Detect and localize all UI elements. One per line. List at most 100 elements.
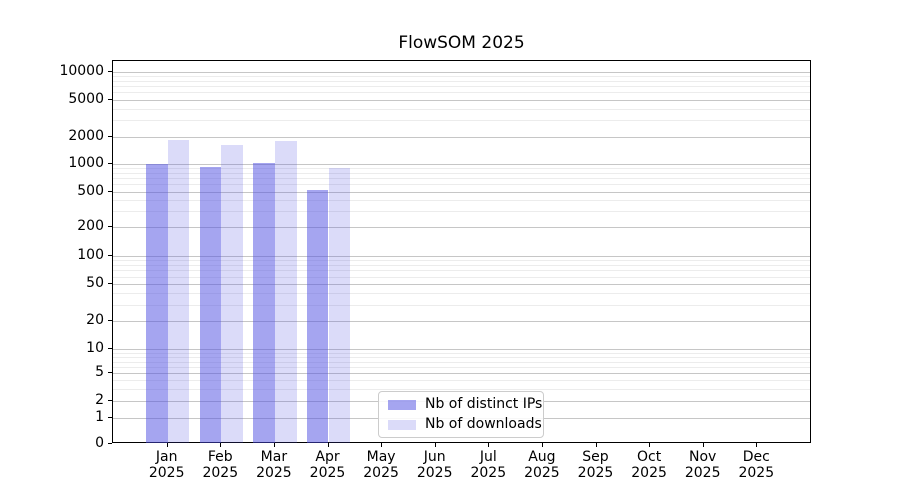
gridline-minor	[113, 380, 810, 381]
y-tick-mark	[108, 135, 112, 137]
gridline-minor	[113, 108, 810, 110]
y-tick-label: 0	[95, 435, 104, 452]
y-tick-label: 2000	[68, 127, 104, 144]
gridline-minor	[113, 178, 810, 180]
y-tick-label: 500	[77, 182, 104, 199]
legend-swatch-distinct-ips	[388, 399, 416, 410]
gridline-major	[113, 349, 810, 350]
y-tick-mark	[108, 283, 112, 284]
gridline-minor	[113, 304, 810, 306]
gridline-minor	[113, 200, 810, 202]
y-tick-mark	[108, 400, 112, 401]
gridline-minor	[113, 270, 810, 272]
gridline-minor	[113, 276, 810, 278]
legend-entry-downloads: Nb of downloads	[388, 417, 542, 432]
bar-downloads-mar	[274, 141, 297, 443]
x-tick-mark	[381, 443, 383, 447]
x-tick-mark	[541, 443, 543, 447]
bar-distinct-ips-mar	[253, 162, 275, 443]
gridline-major	[113, 191, 810, 193]
x-tick-label: Jul 2025	[470, 449, 507, 481]
legend-swatch-downloads	[388, 419, 416, 430]
x-tick-mark	[756, 443, 758, 447]
y-tick-mark	[108, 190, 112, 192]
y-tick-label: 100	[77, 247, 104, 263]
y-tick-mark	[108, 255, 112, 256]
x-tick-mark	[220, 443, 222, 447]
bar-distinct-ips-feb	[199, 166, 222, 443]
gridline-minor	[113, 265, 810, 266]
gridline-minor	[113, 168, 810, 170]
y-tick-label: 20	[86, 312, 104, 328]
gridline-minor	[113, 184, 810, 186]
x-tick-label: Nov 2025	[684, 449, 721, 481]
y-tick-mark	[108, 70, 112, 72]
x-tick-label: Sep 2025	[577, 449, 614, 481]
y-tick-mark	[108, 320, 112, 321]
x-tick-mark	[166, 443, 168, 447]
y-tick-label: 50	[86, 275, 104, 291]
x-tick-label: Aug 2025	[524, 449, 560, 481]
x-tick-label: Mar 2025	[256, 449, 292, 481]
y-tick-mark	[108, 226, 112, 227]
x-tick-mark	[327, 443, 329, 447]
gridline-major	[113, 136, 810, 138]
y-tick-label: 200	[77, 218, 104, 234]
y-tick-mark	[108, 98, 112, 100]
gridline-minor	[113, 75, 810, 77]
bar-distinct-ips-apr	[306, 190, 329, 443]
x-tick-mark	[702, 443, 704, 447]
gridline-minor	[113, 92, 810, 94]
gridline-minor	[113, 352, 810, 354]
gridline-major	[113, 164, 810, 165]
bar-distinct-ips-jan	[145, 163, 168, 443]
gridline-minor	[113, 293, 810, 294]
y-tick-label: 10	[86, 340, 104, 356]
y-tick-label: 1	[95, 408, 104, 425]
gridline-minor	[113, 260, 810, 262]
x-tick-label: Dec 2025	[738, 449, 775, 481]
legend: Nb of distinct IPs Nb of downloads	[378, 391, 544, 438]
x-tick-mark	[595, 443, 597, 447]
gridline-major	[113, 373, 810, 375]
gridline-minor	[113, 211, 810, 213]
y-tick-label: 5000	[68, 90, 104, 107]
gridline-major	[113, 256, 810, 257]
y-tick-label: 10000	[59, 62, 104, 79]
legend-entry-distinct-ips: Nb of distinct IPs	[388, 397, 542, 412]
x-tick-label: Apr 2025	[309, 449, 346, 481]
legend-label-distinct-ips: Nb of distinct IPs	[425, 396, 543, 412]
gridline-major	[113, 99, 810, 101]
bar-downloads-feb	[221, 145, 244, 443]
y-tick-label: 5	[95, 364, 104, 381]
x-tick-label: Feb 2025	[202, 449, 239, 481]
x-tick-label: Jan 2025	[148, 449, 185, 481]
legend-label-downloads: Nb of downloads	[425, 416, 542, 432]
y-tick-label: 2	[95, 392, 104, 408]
gridline-major	[113, 71, 810, 73]
gridline-minor	[113, 80, 810, 82]
x-tick-mark	[434, 443, 436, 447]
y-tick-mark	[108, 372, 112, 374]
x-tick-mark	[649, 443, 651, 447]
y-tick-mark	[108, 443, 112, 445]
x-tick-label: Jun 2025	[416, 449, 453, 481]
bar-downloads-apr	[328, 168, 351, 443]
y-tick-mark	[108, 348, 112, 349]
gridline-minor	[113, 366, 810, 368]
gridline-minor	[113, 120, 810, 122]
gridline-major	[113, 284, 810, 285]
gridline-minor	[113, 361, 810, 363]
gridline-minor	[113, 85, 810, 87]
x-tick-mark	[273, 443, 275, 447]
y-tick-label: 1000	[68, 155, 104, 171]
bar-downloads-jan	[167, 140, 190, 443]
plot-area	[112, 60, 811, 443]
gridline-minor	[113, 356, 810, 358]
y-tick-mark	[108, 163, 112, 164]
x-tick-label: May 2025	[363, 449, 399, 481]
x-tick-label: Oct 2025	[631, 449, 667, 481]
gridline-minor	[113, 388, 810, 390]
gridline-major	[113, 321, 810, 322]
